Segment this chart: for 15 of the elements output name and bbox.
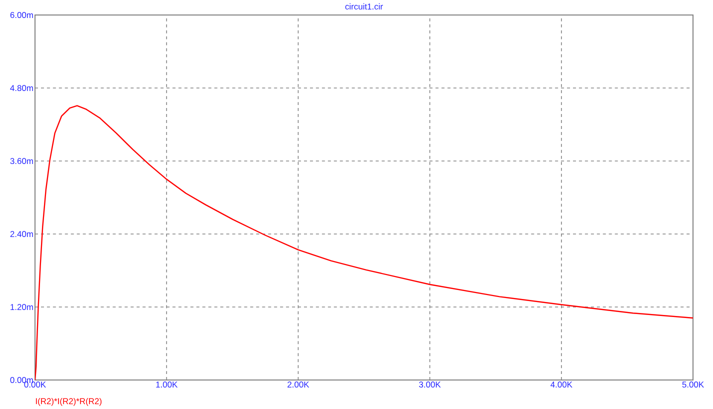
x-tick-label: 3.00K bbox=[419, 382, 441, 388]
y-tick-label: 1.20m bbox=[10, 304, 33, 310]
y-tick-label: 4.80m bbox=[10, 85, 33, 92]
text: I(R2)*I(R2)*R(R2) bbox=[36, 398, 102, 406]
x-tick-label: 2.00K bbox=[288, 382, 310, 388]
y-tick-label: 6.00m bbox=[10, 12, 33, 18]
x-tick-label: 0.00K bbox=[24, 382, 46, 388]
x-tick-label: 4.00K bbox=[550, 382, 572, 388]
x-tick-label: 5.00K bbox=[682, 382, 704, 388]
chart-title: circuit1.cir bbox=[345, 3, 383, 10]
y-tick-label: 2.40m bbox=[10, 231, 33, 238]
y-tick-label: 3.60m bbox=[10, 158, 33, 164]
line-series bbox=[35, 105, 694, 380]
y-tick-label: 0.00m bbox=[10, 377, 33, 384]
x-tick-label: 1.00K bbox=[156, 382, 178, 388]
